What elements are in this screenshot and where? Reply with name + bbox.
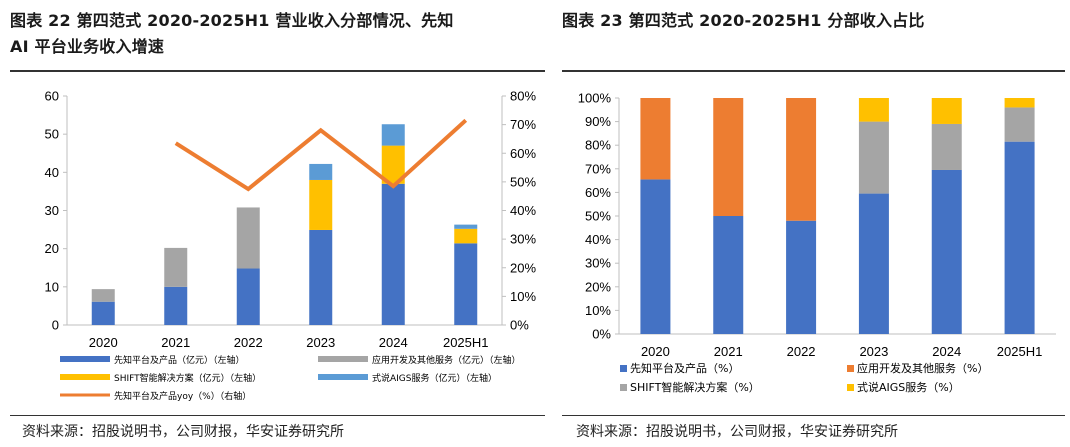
left-source-note: 资料来源：招股说明书，公司财报，华安证券研究所 [22, 424, 344, 440]
bar-segment-series-3 [454, 224, 478, 229]
bar-segment-series-0 [713, 216, 744, 334]
left-y-tick-label: 50 [45, 127, 59, 142]
right-y-tick-label: 70% [510, 117, 536, 132]
right-y-tick-label: 80% [510, 89, 536, 104]
x-category-label: 2020 [641, 344, 670, 359]
y-tick-label: 60% [585, 185, 611, 200]
left-y-tick-label: 40 [45, 165, 59, 180]
bar-segment-series-2 [381, 145, 405, 184]
bar-segment-series-0 [454, 243, 478, 325]
x-category-label: 2023 [306, 335, 335, 350]
bar-segment-series-0 [931, 169, 962, 334]
x-category-label: 2025H1 [443, 335, 489, 350]
legend-label-2: SHIFT智能解决方案（亿元）（左轴） [114, 372, 261, 384]
right-y-tick-label: 50% [510, 174, 536, 189]
x-category-label: 2021 [161, 335, 190, 350]
bar-segment-series-3 [858, 98, 889, 122]
right-y-tick-label: 60% [510, 146, 536, 161]
x-category-label: 2025H1 [997, 344, 1043, 359]
y-tick-label: 20% [585, 279, 611, 294]
left-combo-chart: 0 10 20 30 40 50 60 0% 10% 20% 30% 40% 50% 60% 70% 80% 2… [45, 89, 537, 403]
legend-label-3: 式说AIGS服务（亿元）（左轴） [372, 372, 497, 384]
x-category-label: 2022 [787, 344, 816, 359]
bar-segment-series-2 [309, 179, 333, 230]
right-percent-chart: 0% 10% 20% 30% 40% 50% 60% 70% 80% 90% 100% 2020 202… [578, 91, 1056, 394]
right-y-tick-label: 10% [510, 289, 536, 304]
y-tick-label: 90% [585, 114, 611, 129]
bar-segment-series-2 [931, 123, 962, 170]
legend-label-4: 先知平台及产品yoy（%）（右轴） [114, 390, 251, 402]
bar-segment-series-3 [1004, 98, 1035, 108]
bar-segment-series-2 [858, 121, 889, 194]
y-tick-label: 50% [585, 209, 611, 224]
y-tick-label: 80% [585, 138, 611, 153]
x-category-label: 2021 [714, 344, 743, 359]
x-category-label: 2022 [234, 335, 263, 350]
left-y-tick-label: 0 [52, 318, 59, 333]
bar-segment-series-1 [164, 247, 188, 287]
legend-label-1: 应用开发及其他服务（%） [857, 361, 988, 375]
legend-swatch-1 [318, 356, 368, 362]
left-y-tick-label: 10 [45, 279, 59, 294]
legend-label-2: SHIFT智能解决方案（%） [630, 380, 760, 394]
y-tick-label: 100% [578, 91, 612, 106]
bar-segment-series-1 [713, 98, 744, 216]
x-category-label: 2020 [89, 335, 118, 350]
legend-label-0: 先知平台及产品（亿元）（左轴） [114, 354, 245, 366]
y-tick-label: 40% [585, 232, 611, 247]
bar-segment-series-3 [309, 163, 333, 180]
left-y-tick-label: 30 [45, 203, 59, 218]
y-tick-label: 0% [592, 327, 611, 342]
y-tick-label: 10% [585, 303, 611, 318]
left-y-tick-label: 60 [45, 89, 59, 104]
legend-swatch-2 [620, 384, 627, 391]
x-category-label: 2023 [859, 344, 888, 359]
bar-segment-series-0 [91, 301, 115, 325]
left-bottom-divider [10, 415, 545, 416]
right-y-tick-label: 0% [510, 318, 529, 333]
left-title-line2: AI 平台业务收入增速 [10, 37, 165, 56]
bar-segment-series-0 [858, 193, 889, 334]
bar-segment-series-1 [786, 98, 817, 221]
bar-segment-series-0 [236, 268, 260, 325]
right-bottom-divider [562, 415, 1065, 416]
bar-segment-series-3 [381, 124, 405, 146]
legend-swatch-2 [60, 374, 110, 380]
y-tick-label: 30% [585, 256, 611, 271]
left-title-line1: 图表 22 第四范式 2020-2025H1 营业收入分部情况、先知 [10, 11, 454, 30]
bar-segment-series-1 [640, 98, 671, 180]
left-chart-title: 图表 22 第四范式 2020-2025H1 营业收入分部情况、先知 AI 平台… [10, 8, 540, 60]
left-top-divider [10, 70, 545, 72]
right-y-tick-label: 30% [510, 232, 536, 247]
legend-label-3: 式说AIGS服务（%） [857, 380, 960, 394]
yoy-line [174, 118, 468, 192]
legend-swatch-0 [60, 356, 110, 362]
bar-segment-series-0 [309, 229, 333, 325]
legend-label-0: 先知平台及产品（%） [630, 361, 739, 375]
x-category-label: 2024 [379, 335, 408, 350]
legend-swatch-0 [620, 365, 627, 372]
bar-segment-series-0 [381, 183, 405, 325]
legend-swatch-3 [847, 384, 854, 391]
right-top-divider [562, 70, 1065, 72]
legend-swatch-1 [847, 365, 854, 372]
y-tick-label: 70% [585, 161, 611, 176]
bar-segment-series-0 [640, 179, 671, 334]
bar-segment-series-2 [454, 228, 478, 244]
right-source-note: 资料来源：招股说明书，公司财报，华安证券研究所 [576, 424, 898, 440]
bar-segment-series-3 [931, 98, 962, 124]
x-category-label: 2024 [932, 344, 961, 359]
legend-swatch-3 [318, 374, 368, 380]
legend-label-1: 应用开发及其他服务（亿元）（左轴） [372, 354, 521, 366]
bar-segment-series-2 [1004, 107, 1035, 142]
bar-segment-series-0 [786, 220, 817, 334]
bar-segment-series-1 [91, 289, 115, 302]
bar-segment-series-0 [1004, 141, 1035, 334]
right-y-tick-label: 20% [510, 260, 536, 275]
bar-segment-series-1 [236, 207, 260, 269]
right-y-tick-label: 40% [510, 203, 536, 218]
left-y-tick-label: 20 [45, 241, 59, 256]
bar-segment-series-0 [164, 286, 188, 325]
right-chart-title: 图表 23 第四范式 2020-2025H1 分部收入占比 [562, 11, 925, 30]
